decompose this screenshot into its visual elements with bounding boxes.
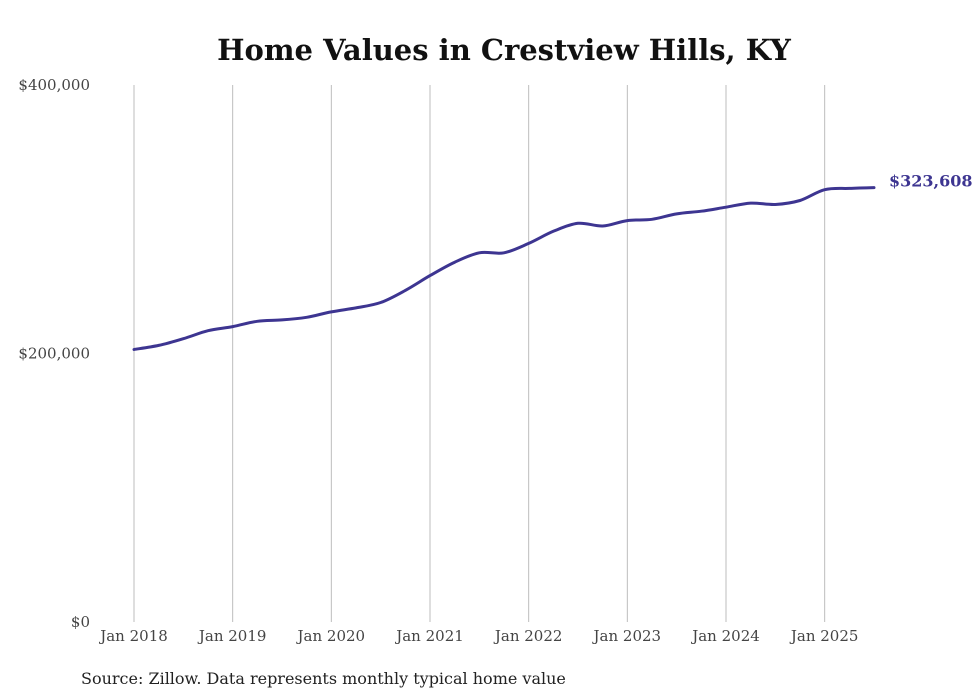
x-tick-label: Jan 2019 [197, 627, 267, 645]
x-tick-label: Jan 2020 [296, 627, 366, 645]
y-axis-ticks: $0 $200,000 $400,000 [18, 76, 90, 631]
x-tick-label: Jan 2025 [789, 627, 859, 645]
y-tick-label: $200,000 [18, 345, 90, 363]
y-tick-label: $400,000 [18, 76, 90, 94]
x-tick-label: Jan 2024 [690, 627, 760, 645]
gridlines [133, 85, 826, 622]
x-tick-label: Jan 2023 [592, 627, 662, 645]
y-tick-label: $0 [71, 613, 90, 631]
x-tick-label: Jan 2022 [493, 627, 563, 645]
x-tick-label: Jan 2021 [394, 627, 464, 645]
end-value-label: $323,608 [889, 172, 973, 191]
x-tick-label: Jan 2018 [98, 627, 168, 645]
home-value-line [132, 186, 876, 351]
chart-title: Home Values in Crestview Hills, KY [217, 33, 791, 67]
x-axis-ticks: Jan 2018 Jan 2019 Jan 2020 Jan 2021 Jan 2022… [98, 627, 858, 645]
source-note: Source: Zillow. Data represents monthly … [81, 669, 566, 688]
